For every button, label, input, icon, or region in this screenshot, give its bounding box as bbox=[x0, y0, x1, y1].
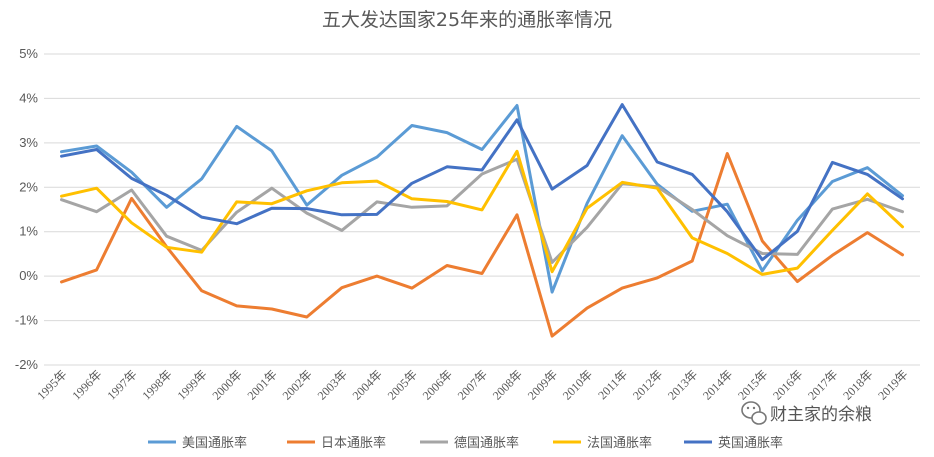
series-line-4 bbox=[60, 103, 904, 262]
watermark-text: 财主家的余粮 bbox=[770, 405, 872, 425]
wechat-icon bbox=[741, 401, 767, 425]
y-tick-label: -1% bbox=[15, 313, 39, 328]
y-tick-label: 4% bbox=[19, 90, 38, 105]
series-lines bbox=[60, 103, 904, 338]
y-tick-label: 1% bbox=[19, 224, 38, 239]
legend-label: 英国通胀率 bbox=[718, 435, 783, 451]
legend-label: 德国通胀率 bbox=[454, 435, 519, 451]
legend-label: 法国通胀率 bbox=[587, 435, 652, 451]
y-tick-label: 5% bbox=[19, 46, 38, 61]
y-tick-label: -2% bbox=[15, 357, 39, 372]
y-tick-label: 2% bbox=[19, 179, 38, 194]
legend-label: 美国通胀率 bbox=[182, 435, 247, 451]
series-line-1 bbox=[60, 152, 904, 338]
watermark: 财主家的余粮 bbox=[741, 401, 872, 425]
series-line-3 bbox=[60, 149, 904, 276]
legend-label: 日本通胀率 bbox=[321, 435, 386, 451]
chart-title: 五大发达国家25年来的通胀率情况 bbox=[322, 9, 612, 31]
y-axis-ticks: -2% -1% 0% 1% 2% 3% 4% 5% bbox=[15, 46, 39, 372]
legend: 美国通胀率 日本通胀率 德国通胀率 法国通胀率 英国通胀率 bbox=[148, 435, 783, 451]
series-line-0 bbox=[60, 104, 904, 294]
y-tick-label: 3% bbox=[19, 135, 38, 150]
y-tick-label: 0% bbox=[19, 268, 38, 283]
